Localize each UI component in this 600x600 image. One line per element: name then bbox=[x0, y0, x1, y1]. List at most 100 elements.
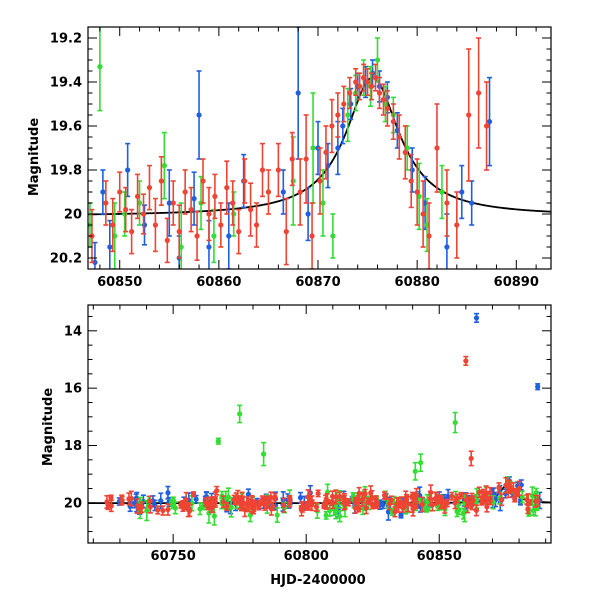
data-point bbox=[429, 502, 436, 508]
series-2-point-177 bbox=[210, 497, 216, 514]
data-point bbox=[317, 178, 323, 184]
series-2-point-36 bbox=[323, 125, 329, 180]
series-2-point-173 bbox=[249, 494, 255, 508]
x-tick-label: 60850 bbox=[97, 275, 142, 290]
series-2-point-148 bbox=[272, 492, 278, 502]
series-2-point-45 bbox=[368, 72, 375, 101]
data-point bbox=[479, 494, 485, 500]
series-1-point-5 bbox=[161, 131, 167, 200]
data-point bbox=[181, 502, 188, 508]
series-2-point-172 bbox=[442, 499, 448, 514]
data-point bbox=[165, 490, 171, 496]
data-point bbox=[220, 499, 226, 505]
series-2-point-46 bbox=[372, 63, 379, 92]
series-2-point-141 bbox=[242, 501, 248, 518]
series-2-point-119 bbox=[268, 501, 274, 516]
x-tick-label: 60850 bbox=[417, 549, 462, 564]
data-point bbox=[146, 185, 153, 191]
series-2-point-2 bbox=[110, 197, 116, 253]
data-point bbox=[289, 156, 295, 162]
data-point bbox=[535, 384, 541, 390]
series-2-point-83 bbox=[147, 495, 153, 507]
series-0-point-2 bbox=[107, 219, 113, 269]
data-point bbox=[147, 498, 153, 504]
data-point bbox=[247, 207, 254, 213]
series-2-point-56 bbox=[426, 202, 432, 269]
y-tick-label: 19.2 bbox=[50, 32, 82, 47]
data-point bbox=[140, 211, 147, 217]
data-point bbox=[398, 512, 404, 518]
series-2-point-18 bbox=[206, 186, 212, 242]
series-2-point-82 bbox=[287, 498, 293, 508]
data-point bbox=[353, 79, 359, 85]
data-point bbox=[259, 496, 266, 503]
series-2-point-37 bbox=[329, 98, 335, 154]
data-point bbox=[463, 497, 469, 503]
series-2-point-52 bbox=[473, 504, 479, 517]
data-point bbox=[190, 491, 197, 497]
series-2-point-117 bbox=[119, 495, 125, 505]
data-point bbox=[309, 233, 315, 239]
series-2-point-14 bbox=[499, 493, 505, 507]
data-point bbox=[297, 189, 303, 195]
data-point bbox=[348, 101, 354, 107]
series-0-point-1 bbox=[100, 169, 106, 215]
plot-area bbox=[88, 27, 551, 269]
data-point bbox=[463, 358, 469, 364]
data-point bbox=[268, 506, 274, 512]
data-point bbox=[283, 229, 289, 235]
series-2-point-57 bbox=[434, 103, 440, 193]
data-point bbox=[487, 498, 493, 504]
series-0-point-7 bbox=[191, 171, 197, 226]
series-2-point-152 bbox=[352, 502, 358, 514]
data-point bbox=[506, 484, 512, 490]
series-2-point-9 bbox=[152, 197, 159, 253]
series-0-point-31 bbox=[486, 76, 493, 167]
y-tick-label: 20 bbox=[64, 208, 82, 223]
data-point bbox=[158, 498, 164, 504]
data-point bbox=[281, 502, 287, 508]
data-point bbox=[256, 503, 262, 509]
series-2-point-147 bbox=[373, 495, 379, 505]
series-2-point-23 bbox=[256, 501, 262, 511]
series-1-point-39 bbox=[274, 507, 280, 523]
data-point bbox=[444, 244, 450, 250]
series-2-point-131 bbox=[178, 500, 184, 509]
series-0-point-13 bbox=[295, 27, 301, 160]
data-point bbox=[434, 145, 440, 151]
series-2-point-10 bbox=[158, 156, 164, 206]
data-point bbox=[287, 500, 293, 506]
data-point bbox=[97, 64, 103, 70]
data-point bbox=[290, 178, 296, 184]
series-2-point-160 bbox=[214, 485, 220, 496]
data-point bbox=[361, 75, 367, 81]
data-point bbox=[117, 189, 123, 195]
data-point bbox=[123, 207, 129, 213]
data-point bbox=[310, 145, 316, 151]
series-2-outlier-0 bbox=[463, 355, 469, 367]
data-point bbox=[486, 119, 493, 125]
y-tick-label: 16 bbox=[64, 382, 82, 397]
series-1-outlier-2 bbox=[261, 441, 267, 467]
data-point bbox=[466, 112, 472, 118]
series-1-point-79 bbox=[170, 502, 176, 510]
data-point bbox=[337, 513, 343, 519]
data-point bbox=[396, 502, 402, 508]
data-point bbox=[380, 97, 387, 103]
bottom-y-axis-label: Magnitude bbox=[41, 388, 56, 467]
series-0-point-51 bbox=[380, 500, 386, 510]
data-point bbox=[320, 200, 326, 206]
series-2-point-14 bbox=[182, 169, 188, 215]
series-2-point-163 bbox=[434, 493, 440, 505]
series-1-point-24 bbox=[439, 164, 445, 220]
data-point bbox=[396, 134, 402, 140]
data-point bbox=[499, 497, 505, 503]
series-2-point-150 bbox=[386, 497, 392, 511]
series-2-point-23 bbox=[236, 208, 242, 255]
series-0-point-8 bbox=[196, 70, 202, 160]
plot-area bbox=[88, 312, 551, 526]
data-point bbox=[330, 233, 336, 239]
data-point bbox=[295, 90, 301, 96]
data-point bbox=[323, 501, 329, 507]
data-point bbox=[164, 237, 170, 243]
